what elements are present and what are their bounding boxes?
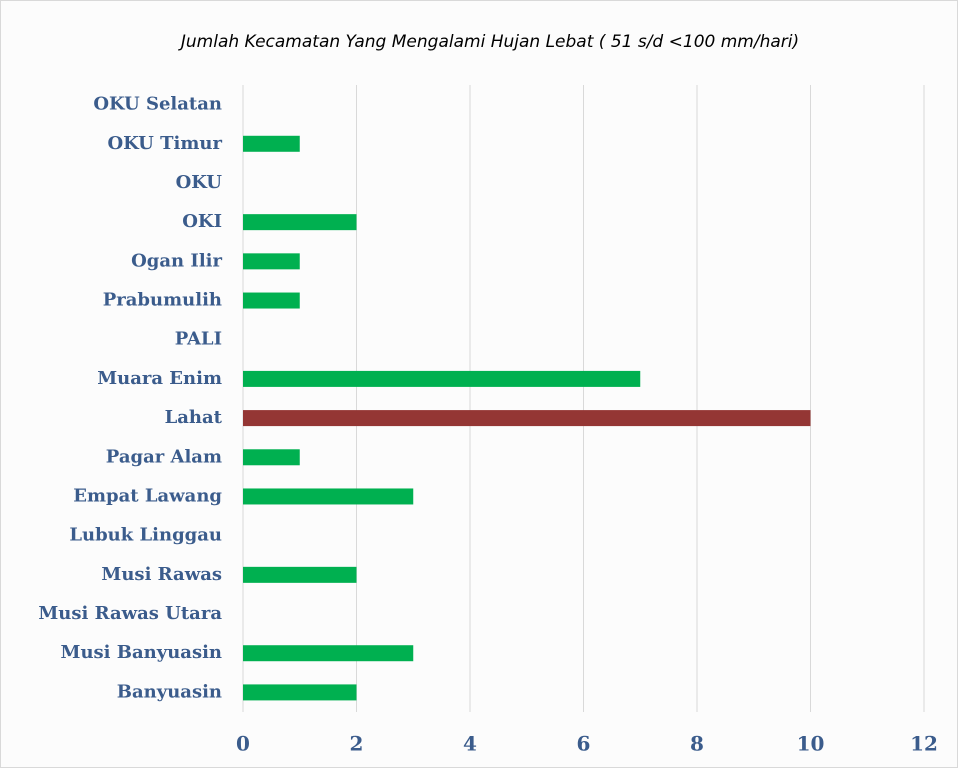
- bar: [243, 566, 357, 583]
- y-tick-label: Lahat: [165, 407, 223, 428]
- bar: [243, 684, 357, 701]
- y-tick-label: Banyuasin: [117, 681, 222, 702]
- y-tick-label: Lubuk Linggau: [69, 525, 222, 546]
- y-tick-label: OKI: [182, 211, 222, 232]
- y-tick-label: Ogan Ilir: [131, 250, 222, 271]
- chart-title: Jumlah Kecamatan Yang Mengalami Hujan Le…: [178, 32, 799, 52]
- bar: [243, 214, 357, 231]
- x-tick-label: 4: [463, 732, 477, 756]
- y-tick-label: PALI: [175, 329, 222, 350]
- bar: [243, 370, 641, 387]
- x-tick-label: 12: [910, 732, 938, 756]
- y-tick-label: OKU: [176, 172, 223, 193]
- bar: [243, 488, 414, 505]
- y-tick-label: Pagar Alam: [106, 446, 222, 467]
- x-tick-label: 0: [236, 732, 250, 756]
- bar: [243, 449, 300, 466]
- bar: [243, 645, 414, 662]
- x-tick-label: 10: [797, 732, 825, 756]
- x-tick-label: 6: [577, 732, 591, 756]
- y-tick-label: Musi Rawas Utara: [38, 603, 222, 624]
- bar: [243, 292, 300, 309]
- bar: [243, 410, 811, 427]
- y-tick-label: OKU Timur: [108, 133, 223, 154]
- x-tick-label: 2: [350, 732, 364, 756]
- x-tick-label: 8: [690, 732, 704, 756]
- y-tick-label: Musi Banyuasin: [61, 642, 222, 663]
- bar: [243, 135, 300, 152]
- y-tick-label: Musi Rawas: [101, 564, 222, 585]
- y-tick-label: Empat Lawang: [73, 485, 222, 506]
- bar: [243, 253, 300, 270]
- y-tick-label: OKU Selatan: [93, 94, 222, 115]
- y-tick-label: Muara Enim: [97, 368, 222, 389]
- y-tick-label: Prabumulih: [103, 290, 222, 311]
